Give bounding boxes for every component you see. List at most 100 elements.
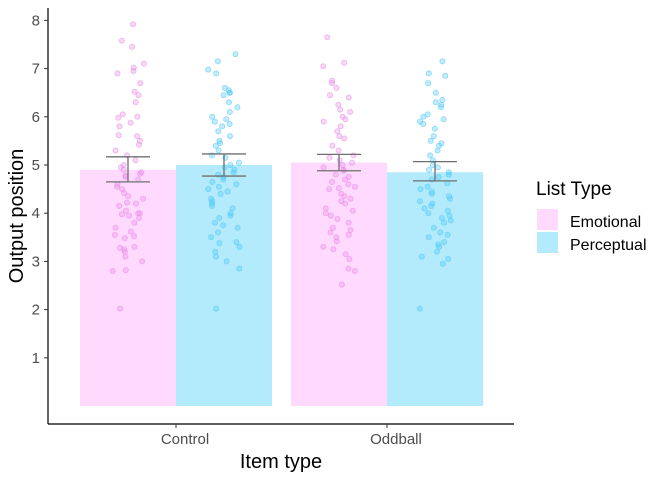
data-point [416, 305, 423, 312]
data-point [424, 183, 431, 190]
data-point [341, 176, 348, 183]
data-point [445, 171, 452, 178]
data-point [341, 193, 348, 200]
data-point [425, 210, 432, 217]
data-point [428, 190, 435, 197]
data-point [129, 21, 136, 28]
data-point [326, 92, 333, 99]
data-point [140, 60, 147, 67]
data-point [434, 147, 441, 154]
data-point [427, 137, 434, 144]
data-point [131, 88, 138, 95]
data-point [320, 63, 327, 70]
data-point [122, 267, 129, 274]
data-point [135, 141, 142, 148]
data-point [440, 116, 447, 123]
data-point [435, 243, 442, 250]
y-ticks: 1 2 3 4 5 6 7 8 [32, 12, 48, 367]
data-point [232, 51, 239, 58]
data-point [127, 119, 134, 126]
data-point [345, 219, 352, 226]
data-point [234, 224, 241, 231]
data-point [439, 260, 446, 267]
data-point [220, 222, 227, 229]
data-point [351, 183, 358, 190]
legend-label-emotional: Emotional [570, 214, 641, 231]
data-point [209, 178, 216, 185]
data-point [441, 239, 448, 246]
x-tick-label: Oddball [370, 431, 422, 448]
data-point [134, 133, 141, 140]
data-point [112, 147, 119, 154]
data-point [447, 195, 454, 202]
data-point [349, 207, 356, 214]
data-point [136, 214, 143, 221]
data-point [116, 202, 123, 209]
data-point [425, 166, 432, 173]
data-point [235, 159, 242, 166]
data-point [226, 109, 233, 116]
data-point [420, 121, 427, 128]
data-point [220, 92, 227, 99]
data-point [341, 135, 348, 142]
data-point [329, 224, 336, 231]
data-point [433, 248, 440, 255]
data-point [326, 154, 333, 161]
x-ticks: Control Oddball [161, 424, 422, 448]
data-point [131, 219, 138, 226]
data-point [226, 89, 233, 96]
data-point [320, 118, 327, 125]
y-tick-label: 5 [32, 157, 40, 174]
data-point [320, 164, 327, 171]
data-point [446, 212, 453, 219]
data-point [127, 228, 134, 235]
data-point [132, 157, 139, 164]
data-point [122, 253, 129, 260]
data-point [447, 217, 454, 224]
data-point [439, 58, 446, 65]
data-point [233, 239, 240, 246]
data-point [212, 253, 219, 260]
data-point [215, 128, 222, 135]
data-point [233, 181, 240, 188]
data-point [330, 246, 337, 253]
data-point [332, 171, 339, 178]
bar-perceptual-control [176, 165, 272, 406]
data-point [425, 80, 432, 87]
data-point [345, 265, 352, 272]
data-point [434, 164, 441, 171]
data-point [208, 202, 215, 209]
y-tick-label: 3 [32, 253, 40, 270]
data-point [439, 96, 446, 103]
data-point [425, 70, 432, 77]
data-point [211, 118, 218, 125]
data-point [126, 212, 133, 219]
data-point [115, 132, 122, 139]
data-point [338, 281, 345, 288]
data-point [116, 123, 123, 130]
data-point [137, 80, 144, 87]
data-point [131, 233, 138, 240]
data-point [346, 255, 353, 262]
y-tick-label: 6 [32, 109, 40, 126]
data-point [442, 72, 449, 79]
data-point [121, 235, 128, 242]
data-point [416, 198, 423, 205]
data-point [333, 238, 340, 245]
x-axis-title: Item type [240, 451, 322, 473]
data-point [214, 229, 221, 236]
data-point [121, 248, 128, 255]
data-point [227, 161, 234, 168]
data-point [351, 267, 358, 274]
data-point [428, 202, 435, 209]
data-point [342, 200, 349, 207]
data-point [425, 234, 432, 241]
data-point [445, 255, 452, 262]
data-point [114, 70, 121, 77]
data-point [324, 34, 331, 41]
data-point [139, 258, 146, 265]
data-point [420, 113, 427, 120]
data-point [115, 114, 122, 121]
data-point [328, 80, 335, 87]
